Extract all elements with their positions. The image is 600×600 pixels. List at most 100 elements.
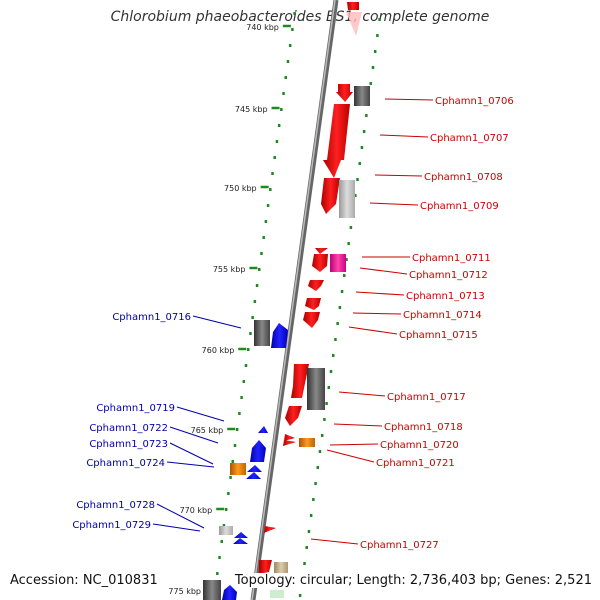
gene-glyph[interactable] <box>283 440 296 446</box>
gene-glyph[interactable] <box>258 426 268 433</box>
gene-glyph[interactable] <box>247 465 262 472</box>
gene-label[interactable]: Cphamn1_0711 <box>412 253 491 264</box>
gene-glyph[interactable] <box>264 526 276 533</box>
gene-glyph[interactable] <box>230 463 246 475</box>
gene-leader-line <box>384 98 434 101</box>
gene-label[interactable]: Cphamn1_0716 <box>112 312 191 323</box>
track-tick <box>235 428 239 431</box>
gene-glyph[interactable] <box>299 438 315 447</box>
scale-label: 750 kbp <box>224 184 257 193</box>
track-tick <box>266 204 270 207</box>
genome-backbone-highlight <box>251 0 336 600</box>
gene-label[interactable]: Cphamn1_0717 <box>387 392 466 403</box>
track-tick <box>262 236 265 239</box>
track-tick <box>365 114 368 117</box>
track-tick <box>229 476 232 479</box>
gene-label[interactable]: Cphamn1_0724 <box>86 458 165 469</box>
track-tick <box>334 338 337 341</box>
gene-glyph[interactable] <box>246 472 261 479</box>
gene-glyph[interactable] <box>203 580 221 600</box>
gene-glyph[interactable] <box>233 538 248 544</box>
gene-leader-line <box>310 538 359 545</box>
gene-label[interactable]: Cphamn1_0723 <box>89 439 168 450</box>
gene-glyph[interactable] <box>274 562 288 574</box>
track-tick <box>253 300 257 303</box>
track-tick <box>305 546 308 549</box>
gene-glyph[interactable] <box>219 526 233 535</box>
gene-label[interactable]: Cphamn1_0729 <box>72 520 151 531</box>
scale-label: 745 kbp <box>235 105 268 114</box>
track-tick <box>293 12 296 15</box>
gene-glyph[interactable] <box>270 590 284 598</box>
gene-leader-line <box>352 312 402 315</box>
gene-glyph[interactable] <box>250 440 266 462</box>
gene-glyph[interactable] <box>346 12 362 36</box>
gene-label[interactable]: Cphamn1_0720 <box>380 440 459 451</box>
track-tick <box>271 172 274 175</box>
track-tick <box>249 332 252 335</box>
gene-label[interactable]: Cphamn1_0709 <box>420 201 499 212</box>
gene-label[interactable]: Cphamn1_0715 <box>399 330 478 341</box>
track-tick <box>309 514 313 517</box>
gene-glyph[interactable] <box>315 248 328 254</box>
track-tick <box>354 194 357 197</box>
track-tick <box>224 508 228 511</box>
gene-glyph[interactable] <box>254 320 270 346</box>
track-tick <box>345 258 348 261</box>
track-tick <box>286 60 290 63</box>
gene-glyph[interactable] <box>291 364 309 398</box>
gene-label[interactable]: Cphamn1_0728 <box>76 500 155 511</box>
scale-label: 765 kbp <box>191 426 224 435</box>
gene-glyph[interactable] <box>323 104 350 178</box>
gene-glyph[interactable] <box>271 323 288 348</box>
gene-glyph[interactable] <box>307 368 325 410</box>
gene-label[interactable]: Cphamn1_0721 <box>376 458 455 469</box>
gene-glyph[interactable] <box>347 2 359 10</box>
track-tick <box>231 460 235 463</box>
track-tick <box>255 284 259 287</box>
track-tick <box>269 188 272 191</box>
scale-label: 755 kbp <box>213 265 246 274</box>
gene-glyph[interactable] <box>305 298 321 310</box>
gene-glyph[interactable] <box>336 84 353 102</box>
gene-label[interactable]: Cphamn1_0718 <box>384 422 463 433</box>
accession-text: Accession: NC_010831 <box>8 573 160 588</box>
track-tick <box>282 92 285 95</box>
gene-glyph[interactable] <box>308 280 324 291</box>
gene-label[interactable]: Cphamn1_0722 <box>89 423 168 434</box>
gene-label[interactable]: Cphamn1_0719 <box>96 403 175 414</box>
gene-glyph[interactable] <box>259 560 272 574</box>
gene-glyph[interactable] <box>339 180 355 218</box>
track-tick <box>318 450 322 453</box>
gene-label[interactable]: Cphamn1_0713 <box>406 291 485 302</box>
gene-label[interactable]: Cphamn1_0706 <box>435 96 514 107</box>
gene-label[interactable]: Cphamn1_0714 <box>403 310 482 321</box>
gene-leader-line <box>348 326 398 335</box>
track-tick <box>329 370 333 373</box>
gene-glyph[interactable] <box>234 532 248 538</box>
gene-glyph[interactable] <box>222 585 237 600</box>
gene-leader-line <box>374 174 423 177</box>
gene-glyph[interactable] <box>354 86 370 106</box>
gene-label[interactable]: Cphamn1_0707 <box>430 133 509 144</box>
track-tick <box>288 44 292 47</box>
gene-glyph[interactable] <box>284 434 295 441</box>
track-tick <box>336 322 339 325</box>
track-tick <box>273 156 276 159</box>
gene-label[interactable]: Cphamn1_0712 <box>409 270 488 281</box>
right-tick-marks <box>298 18 381 597</box>
gene-glyph[interactable] <box>321 178 340 214</box>
track-tick <box>291 28 294 31</box>
gene-glyph[interactable] <box>303 312 320 328</box>
gene-label[interactable]: Cphamn1_0727 <box>360 540 439 551</box>
gene-label[interactable]: Cphamn1_0708 <box>424 172 503 183</box>
gene-glyph[interactable] <box>285 406 302 426</box>
reverse-gene-labels: Cphamn1_0716 Cphamn1_0719 Cphamn1_0722 Cpha… <box>72 312 242 532</box>
gene-glyph[interactable] <box>330 254 346 272</box>
track-tick <box>378 18 381 21</box>
gene-glyph[interactable] <box>312 254 328 272</box>
track-tick <box>376 34 379 37</box>
gene-leader-line <box>176 406 225 422</box>
genome-backbone <box>250 0 339 600</box>
